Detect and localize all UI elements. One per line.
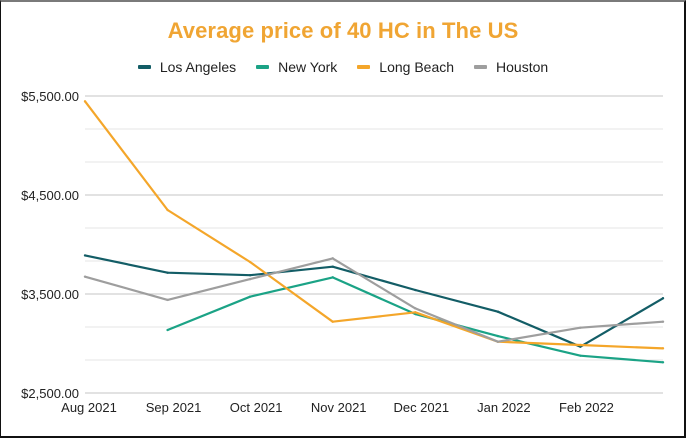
data-point-los-angeles[interactable] bbox=[83, 254, 87, 257]
data-point-houston[interactable] bbox=[496, 340, 500, 343]
y-tick-label: $5,500.00 bbox=[21, 89, 79, 104]
data-point-long-beach[interactable] bbox=[579, 343, 582, 347]
series-lines bbox=[83, 100, 665, 364]
data-point-long-beach[interactable] bbox=[414, 311, 417, 314]
data-point-new-york[interactable] bbox=[579, 354, 582, 357]
x-tick-label: Feb 2022 bbox=[559, 400, 614, 415]
series-line-houston[interactable] bbox=[84, 257, 664, 343]
data-point-los-angeles[interactable] bbox=[331, 265, 334, 268]
data-point-long-beach[interactable] bbox=[83, 100, 87, 103]
y-tick-label: $4,500.00 bbox=[21, 188, 79, 203]
data-point-houston[interactable] bbox=[83, 275, 87, 278]
x-tick-label: Aug 2021 bbox=[61, 400, 117, 415]
x-tick-label: Oct 2021 bbox=[230, 400, 283, 415]
legend-label-los-angeles: Los Angeles bbox=[159, 59, 237, 75]
data-point-long-beach[interactable] bbox=[661, 347, 665, 350]
data-point-houston[interactable] bbox=[579, 326, 582, 329]
gridlines bbox=[85, 95, 663, 394]
data-point-new-york[interactable] bbox=[496, 334, 500, 338]
data-point-los-angeles[interactable] bbox=[661, 297, 665, 300]
data-point-los-angeles[interactable] bbox=[496, 310, 500, 313]
x-tick-label: Nov 2021 bbox=[311, 400, 367, 415]
data-point-los-angeles[interactable] bbox=[166, 271, 169, 274]
legend-item-long-beach[interactable]: Long Beach bbox=[357, 59, 454, 75]
y-tick-label: $2,500.00 bbox=[21, 386, 79, 401]
x-tick-label: Jan 2022 bbox=[477, 400, 531, 415]
x-axis-labels: Aug 2021 Sep 2021 Oct 2021 Nov 2021 Dec 2021… bbox=[61, 400, 614, 415]
series-line-los-angeles[interactable] bbox=[84, 254, 664, 348]
data-point-new-york[interactable] bbox=[331, 276, 334, 279]
legend-item-new-york[interactable]: New York bbox=[256, 59, 337, 75]
legend-swatch-los-angeles bbox=[137, 65, 151, 69]
data-point-long-beach[interactable] bbox=[331, 320, 334, 323]
data-point-new-york[interactable] bbox=[661, 361, 665, 364]
data-point-long-beach[interactable] bbox=[166, 208, 169, 212]
legend-swatch-long-beach bbox=[357, 65, 371, 69]
data-point-los-angeles[interactable] bbox=[414, 288, 417, 292]
legend-label-houston: Houston bbox=[496, 59, 549, 75]
legend-item-houston[interactable]: Houston bbox=[474, 59, 548, 75]
data-point-houston[interactable] bbox=[661, 320, 665, 323]
data-point-houston[interactable] bbox=[331, 257, 334, 260]
data-point-houston[interactable] bbox=[414, 307, 417, 310]
x-tick-label: Sep 2021 bbox=[146, 400, 202, 415]
legend-label-new-york: New York bbox=[278, 59, 338, 75]
y-tick-label: $3,500.00 bbox=[21, 287, 79, 302]
legend-item-los-angeles[interactable]: Los Angeles bbox=[137, 59, 237, 75]
series-line-long-beach[interactable] bbox=[84, 100, 664, 350]
chart-legend: Los Angeles New York Long Beach Houston bbox=[0, 59, 686, 75]
legend-label-long-beach: Long Beach bbox=[379, 59, 455, 75]
data-point-houston[interactable] bbox=[248, 277, 252, 281]
legend-swatch-new-york bbox=[256, 65, 270, 69]
data-point-new-york[interactable] bbox=[248, 295, 252, 298]
data-point-houston[interactable] bbox=[166, 298, 169, 302]
chart-title: Average price of 40 HC in The US bbox=[167, 18, 519, 43]
x-tick-label: Dec 2021 bbox=[393, 400, 449, 415]
y-axis-labels: $2,500.00 $3,500.00 $4,500.00 $5,500.00 bbox=[21, 89, 79, 401]
legend-swatch-houston bbox=[474, 65, 488, 69]
data-point-new-york[interactable] bbox=[166, 328, 169, 332]
data-point-long-beach[interactable] bbox=[248, 260, 252, 264]
data-point-los-angeles[interactable] bbox=[248, 273, 252, 277]
